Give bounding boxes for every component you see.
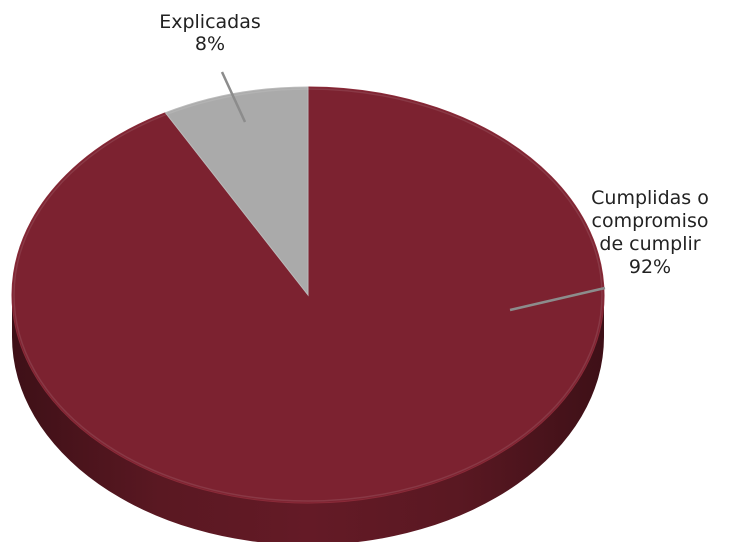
leader-line-1 <box>220 71 247 123</box>
pie-side-wall <box>12 295 604 542</box>
data-label-name-1: Explicadas <box>159 11 261 33</box>
pie-rim <box>13 88 603 502</box>
pie-slice-1 <box>164 86 309 297</box>
leader-line-0 <box>509 286 606 312</box>
data-label-value-1: 8% <box>195 33 225 55</box>
pie-layer <box>11 86 605 542</box>
data-label-name-0: de cumplir <box>599 233 700 255</box>
data-label-value-0: 92% <box>629 256 671 278</box>
data-label-name-0: Cumplidas o <box>591 187 709 209</box>
data-label-name-0: compromiso <box>592 210 709 232</box>
